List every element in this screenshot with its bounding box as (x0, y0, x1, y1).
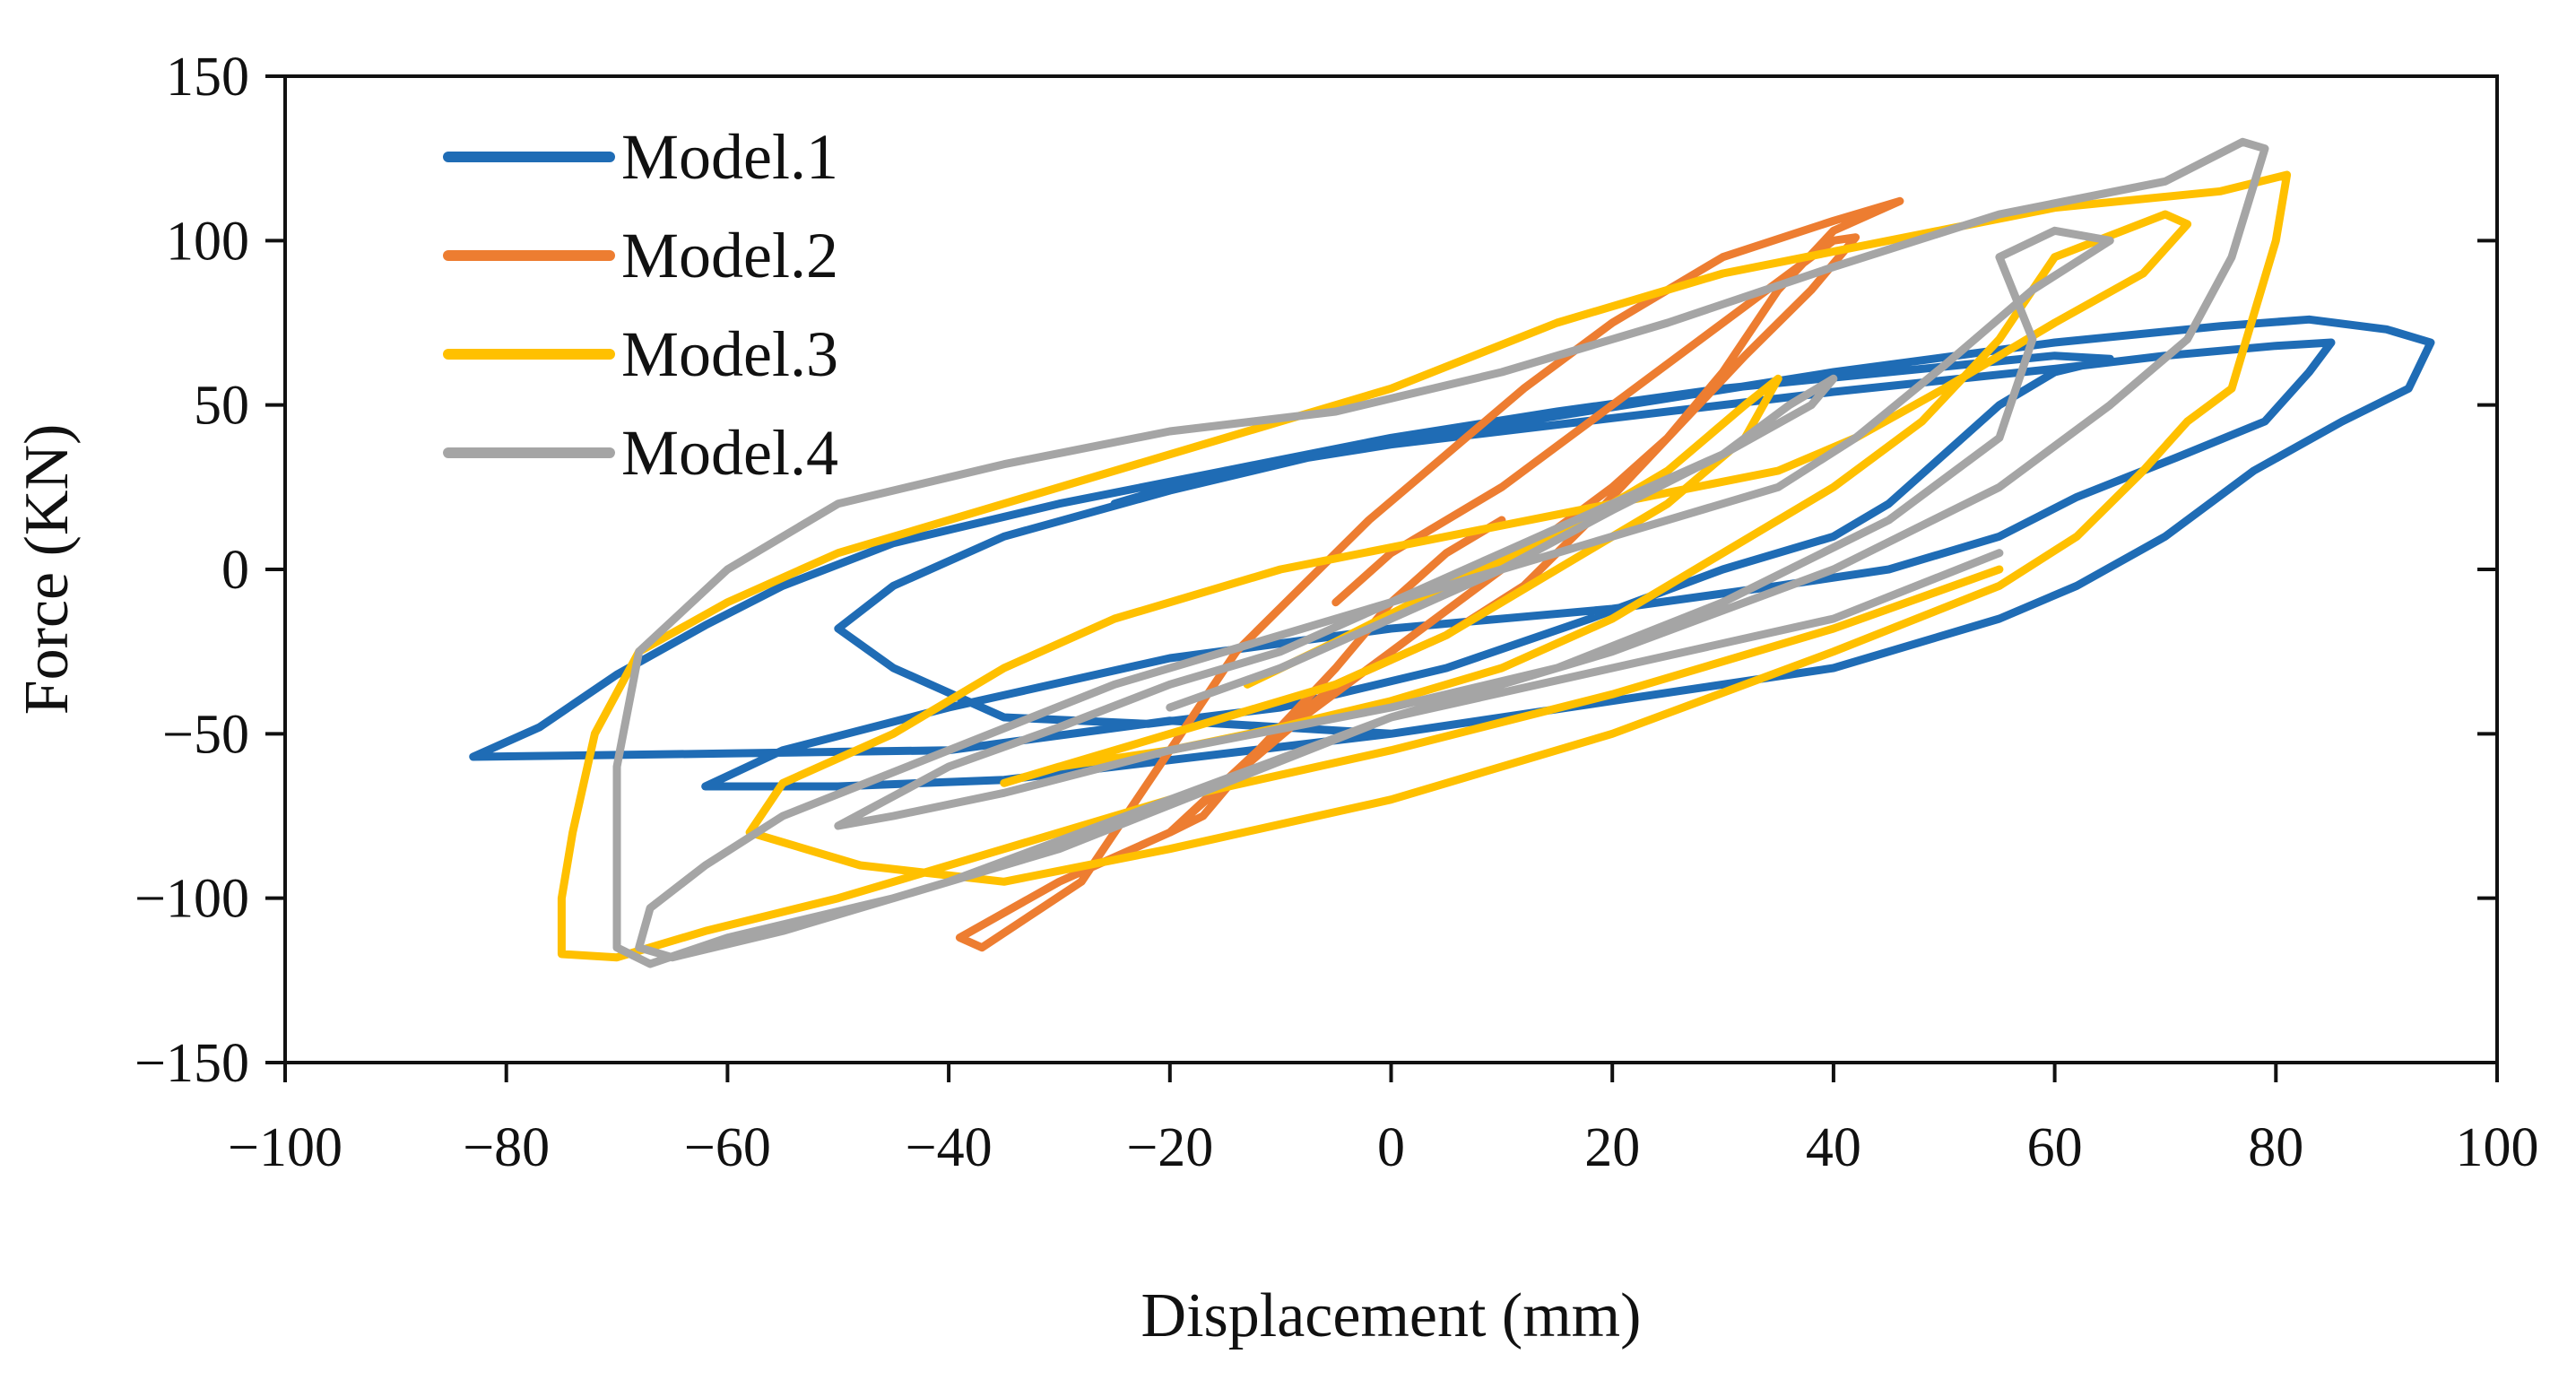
x-tick-label: −100 (228, 1117, 343, 1178)
legend-label-1: Model.1 (621, 121, 838, 193)
y-tick-label: 100 (166, 211, 249, 272)
legend-label-4: Model.4 (621, 417, 838, 489)
legend-label-2: Model.2 (621, 220, 838, 291)
y-tick-label: −100 (134, 869, 249, 930)
series-line-model-2 (955, 196, 1904, 952)
x-tick-label: −20 (1126, 1117, 1213, 1178)
x-tick-label: −40 (906, 1117, 993, 1178)
x-tick-label: 0 (1377, 1117, 1405, 1178)
y-tick-label: 50 (194, 376, 249, 437)
x-tick-label: −80 (463, 1117, 550, 1178)
x-tick-label: 40 (1806, 1117, 1861, 1178)
series-layer (469, 137, 2435, 968)
legend: Model.1 Model.2 Model.3 Model.4 (443, 121, 838, 489)
x-tick-label: 20 (1584, 1117, 1640, 1178)
y-tick-label: −50 (162, 704, 249, 765)
x-tick-label: 80 (2248, 1117, 2303, 1178)
x-tick-label: 60 (2027, 1117, 2083, 1178)
y-tick-label: 0 (221, 540, 249, 601)
x-tick-label: −60 (684, 1117, 771, 1178)
series-line-model-1 (469, 315, 2435, 791)
legend-label-3: Model.3 (621, 318, 838, 390)
y-tick-label: −150 (134, 1033, 249, 1094)
axes-layer: −100 −80 −60 −40 −20 0 20 40 60 80 100 −150 −100 −50 0… (13, 47, 2539, 1350)
x-tick-label: 100 (2456, 1117, 2539, 1178)
y-tick-label: 150 (166, 47, 249, 108)
x-axis-title: Displacement (mm) (1141, 1281, 1642, 1350)
y-axis-title: Force (KN) (13, 424, 82, 716)
series-line-model-4 (612, 137, 2269, 968)
